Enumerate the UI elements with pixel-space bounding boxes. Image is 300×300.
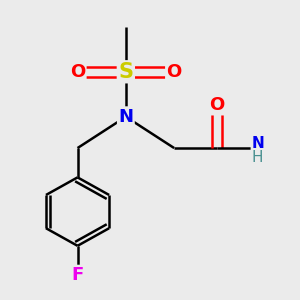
Text: N: N: [251, 136, 264, 151]
Text: O: O: [70, 63, 85, 81]
Text: O: O: [209, 96, 224, 114]
Text: N: N: [118, 108, 134, 126]
Text: S: S: [118, 62, 134, 82]
Text: F: F: [71, 266, 84, 284]
Text: H: H: [252, 150, 263, 165]
Text: O: O: [167, 63, 182, 81]
